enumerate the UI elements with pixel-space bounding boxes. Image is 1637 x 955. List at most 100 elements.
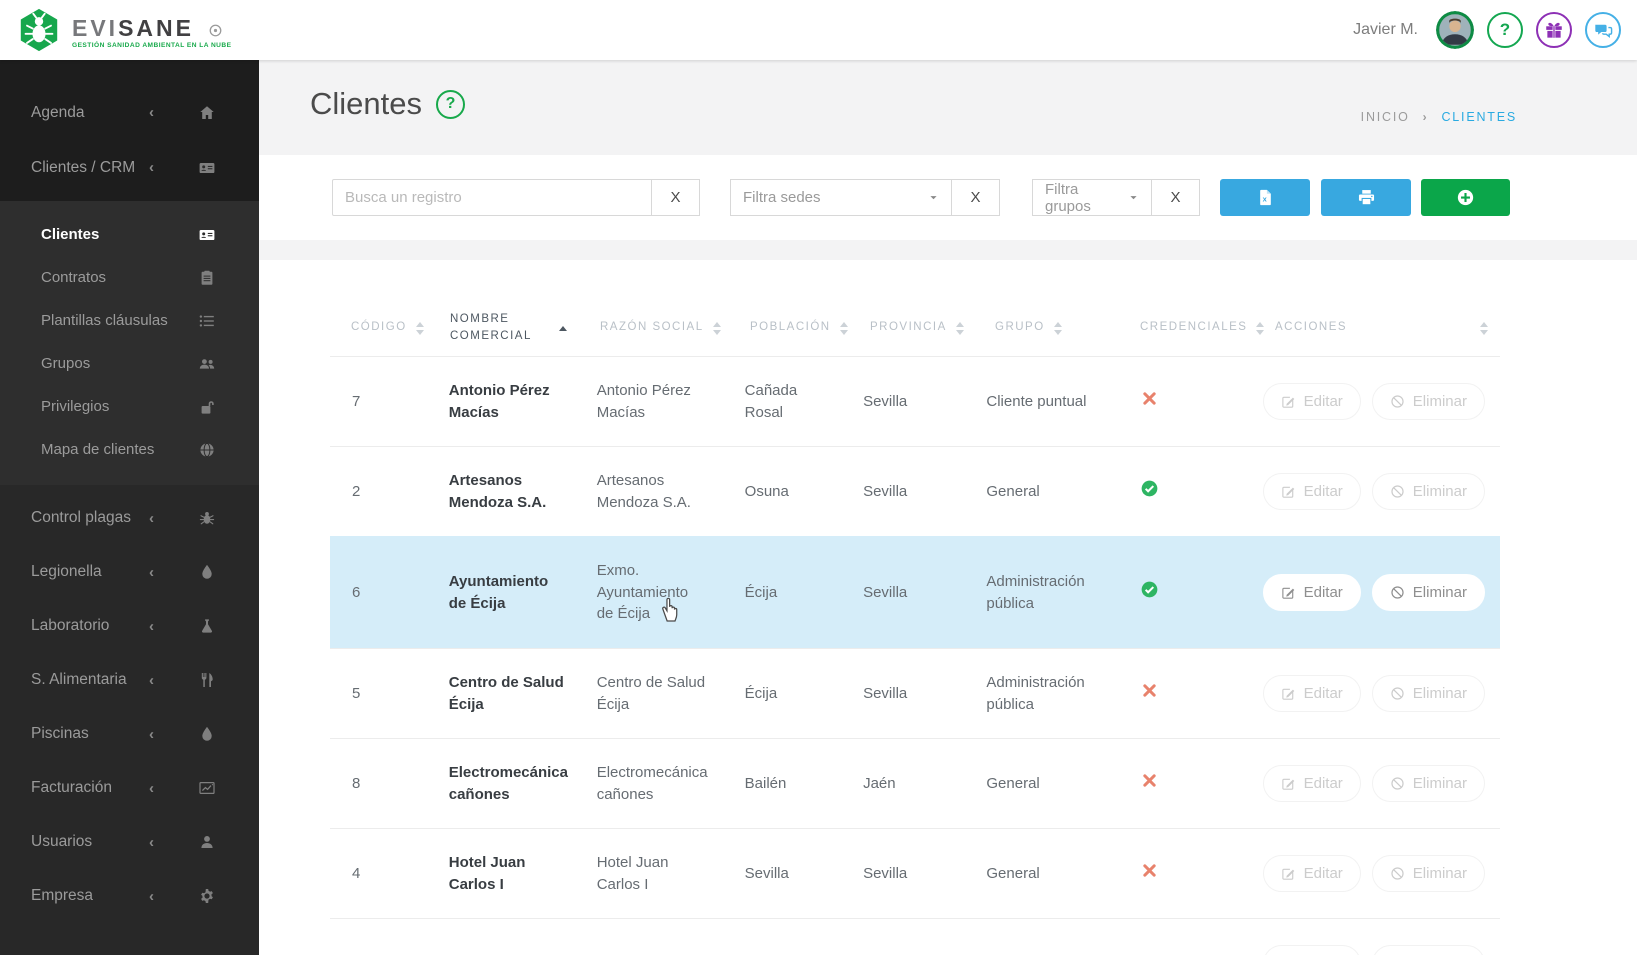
cell-grupo: General [986,773,1129,795]
help-button[interactable]: ? [1487,12,1523,48]
table-row[interactable]: Montero de ElMontero de ElPEditarElimina… [330,918,1500,955]
sidebar-item-label: Control plagas [31,509,131,527]
column-header-nombre-comercial[interactable]: NOMBRE COMERCIAL [450,311,600,346]
sidebar-item-facturacion[interactable]: Facturación‹ [0,761,259,815]
chat-icon [1594,21,1613,40]
add-client-button[interactable] [1421,179,1510,216]
grupos-select[interactable]: Filtra grupos [1032,179,1152,216]
lock-icon [199,399,215,415]
column-header-codigo[interactable]: CÓDIGO [330,319,450,336]
list-icon [199,313,215,329]
sidebar-item-agenda[interactable]: Agenda‹ [0,85,259,140]
user-name[interactable]: Javier M. [1353,21,1418,39]
sidebar-item-control-plagas[interactable]: Control plagas‹ [0,491,259,545]
table-row[interactable]: 8Electromecánica cañonesElectromecánica … [330,738,1500,828]
cell-razon-social: Antonio Pérez Macías [597,380,745,424]
cell-credenciales [1129,862,1262,886]
sidebar-item-mapa-de-clientes[interactable]: Mapa de clientes [0,428,259,471]
table-row[interactable]: 6Ayuntamiento de ÉcijaExmo. Ayuntamiento… [330,536,1500,648]
sidebar-item-contratos[interactable]: Contratos [0,256,259,299]
sidebar-item-grupos[interactable]: Grupos [0,342,259,385]
brand-logo[interactable]: EVISANE GESTIÓN SANIDAD AMBIENTAL EN LA … [16,7,231,58]
cell-nombre-comercial: Hotel Juan Carlos I [449,852,597,896]
delete-button[interactable]: Eliminar [1372,945,1485,955]
home-icon [199,105,215,121]
sidebar-item-laboratorio[interactable]: Laboratorio‹ [0,599,259,653]
breadcrumb-current[interactable]: CLIENTES [1441,110,1517,124]
ban-icon [1390,585,1405,600]
caret-down-icon [928,192,939,203]
gift-button[interactable] [1536,12,1572,48]
sidebar-item-usuarios[interactable]: Usuarios‹ [0,815,259,869]
delete-button[interactable]: Eliminar [1372,574,1485,611]
sidebar-item-empresa[interactable]: Empresa‹ [0,869,259,923]
search-input[interactable] [332,179,652,216]
sidebar-item-piscinas[interactable]: Piscinas ‹ [0,707,259,761]
sedes-select[interactable]: Filtra sedes [730,179,952,216]
sidebar-item-clientes-crm[interactable]: Clientes / CRM‹ [0,140,259,195]
filter-bar: X Filtra sedes X Filtra grupos X x [259,155,1637,240]
column-header-poblacion[interactable]: POBLACIÓN [750,319,870,336]
edit-button[interactable]: Editar [1263,675,1361,712]
edit-button[interactable]: Editar [1263,473,1361,510]
table-row[interactable]: 5Centro de Salud ÉcijaCentro de Salud Éc… [330,648,1500,738]
page-help-button[interactable]: ? [436,90,465,119]
cell-acciones: Editar Eliminar [1263,574,1500,611]
plus-circle-icon [1457,189,1474,206]
edit-button[interactable]: Editar [1263,855,1361,892]
delete-button[interactable]: Eliminar [1372,473,1485,510]
chat-button[interactable] [1585,12,1621,48]
sidebar-item-privilegios[interactable]: Privilegios [0,385,259,428]
clear-search-button[interactable]: X [652,179,700,216]
page-title-text: Clientes [310,86,422,122]
delete-button[interactable]: Eliminar [1372,765,1485,802]
clear-grupos-button[interactable]: X [1152,179,1200,216]
table-row[interactable]: 7Antonio Pérez MacíasAntonio Pérez Macía… [330,356,1500,446]
table-row[interactable]: 2Artesanos Mendoza S.A.Artesanos Mendoza… [330,446,1500,536]
edit-button[interactable]: Editar [1263,574,1361,611]
flask-icon [199,618,215,634]
clear-sedes-button[interactable]: X [952,179,1000,216]
column-header-razon-social[interactable]: RAZÓN SOCIAL [600,319,750,336]
edit-button[interactable]: Editar [1263,945,1361,955]
column-header-credenciales[interactable]: CREDENCIALES [1140,319,1275,336]
delete-button[interactable]: Eliminar [1372,675,1485,712]
column-header-grupo[interactable]: GRUPO [995,319,1140,336]
sidebar-item-label: Piscinas [31,725,89,743]
sidebar-item-label: Privilegios [41,398,109,415]
export-excel-button[interactable]: x [1220,179,1310,216]
sidebar-submenu: ClientesContratosPlantillas cláusulasGru… [0,201,259,485]
sort-icon [1480,322,1488,335]
sidebar-item-label: Clientes / CRM [31,159,135,177]
id-card-icon [199,227,215,243]
edit-button[interactable]: Editar [1263,765,1361,802]
delete-button[interactable]: Eliminar [1372,855,1485,892]
target-icon[interactable] [208,23,223,38]
cell-provincia: Jaén [863,773,986,795]
sidebar-item-s-alimentaria[interactable]: S. Alimentaria‹ [0,653,259,707]
cell-provincia: Sevilla [863,391,986,413]
edit-button[interactable]: Editar [1263,383,1361,420]
column-header-provincia[interactable]: PROVINCIA [870,319,995,336]
table-row[interactable]: 4Hotel Juan Carlos IHotel Juan Carlos IS… [330,828,1500,918]
brand-tagline: GESTIÓN SANIDAD AMBIENTAL EN LA NUBE [72,42,231,49]
sidebar-item-plantillas-clausulas[interactable]: Plantillas cláusulas [0,299,259,342]
sidebar-item-legionella[interactable]: Legionella‹ [0,545,259,599]
avatar[interactable] [1436,11,1474,49]
cell-razon-social: Electromecánica cañones [597,762,745,806]
print-button[interactable] [1321,179,1411,216]
excel-file-icon: x [1257,189,1274,206]
chart-line-icon [199,780,215,796]
cross-icon [1141,682,1158,699]
cell-acciones: Editar Eliminar [1263,855,1500,892]
cell-codigo: 2 [330,481,449,503]
sidebar-item-label: Legionella [31,563,102,581]
delete-button[interactable]: Eliminar [1372,383,1485,420]
sidebar-item-clientes[interactable]: Clientes [0,213,259,256]
breadcrumb-home[interactable]: INICIO [1361,110,1410,124]
cell-provincia: Sevilla [863,481,986,503]
cell-codigo: 8 [330,773,449,795]
column-header-acciones[interactable]: ACCIONES [1275,319,1500,336]
check-circle-icon [1141,480,1158,497]
chevron-left-icon: ‹ [149,726,154,743]
